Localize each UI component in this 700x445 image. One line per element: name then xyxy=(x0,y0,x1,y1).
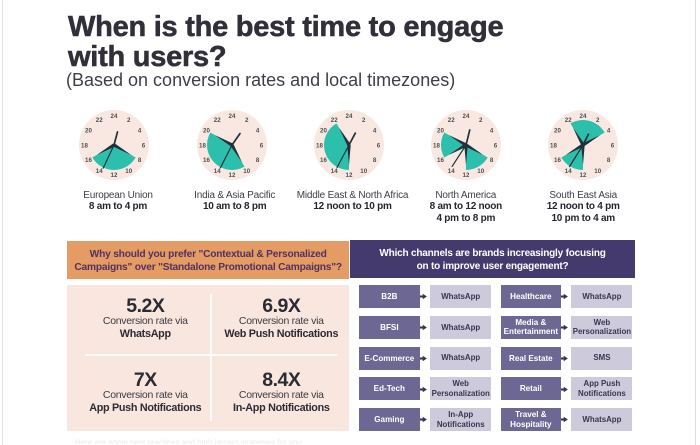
svg-text:16: 16 xyxy=(85,157,92,164)
svg-text:24: 24 xyxy=(229,113,236,120)
svg-text:24: 24 xyxy=(111,113,118,120)
svg-text:18: 18 xyxy=(199,142,206,149)
svg-text:10: 10 xyxy=(360,168,367,175)
svg-text:4: 4 xyxy=(490,128,494,135)
svg-text:6: 6 xyxy=(260,142,264,149)
svg-text:16: 16 xyxy=(437,157,444,164)
svg-text:20: 20 xyxy=(554,128,561,135)
svg-text:16: 16 xyxy=(554,157,561,164)
svg-text:12: 12 xyxy=(111,172,118,179)
svg-text:12: 12 xyxy=(463,172,470,179)
svg-text:18: 18 xyxy=(433,142,440,149)
svg-text:20: 20 xyxy=(85,128,92,135)
svg-text:14: 14 xyxy=(448,168,455,175)
svg-text:14: 14 xyxy=(565,168,572,175)
svg-text:8: 8 xyxy=(607,157,611,164)
svg-text:8: 8 xyxy=(490,157,494,164)
svg-text:10: 10 xyxy=(477,168,484,175)
svg-text:10: 10 xyxy=(125,168,132,175)
svg-text:2: 2 xyxy=(362,117,366,124)
svg-text:24: 24 xyxy=(346,113,353,120)
svg-text:20: 20 xyxy=(203,128,210,135)
svg-text:2: 2 xyxy=(596,117,600,124)
svg-text:12: 12 xyxy=(346,172,353,179)
svg-text:22: 22 xyxy=(565,117,572,124)
svg-text:22: 22 xyxy=(448,117,455,124)
svg-text:6: 6 xyxy=(611,142,615,149)
svg-text:22: 22 xyxy=(96,117,103,124)
svg-text:6: 6 xyxy=(494,142,498,149)
svg-text:8: 8 xyxy=(138,157,142,164)
svg-text:20: 20 xyxy=(437,128,444,135)
svg-text:22: 22 xyxy=(331,117,338,124)
svg-text:14: 14 xyxy=(331,168,338,175)
svg-text:10: 10 xyxy=(243,168,250,175)
svg-text:10: 10 xyxy=(594,168,601,175)
svg-text:4: 4 xyxy=(373,128,377,135)
svg-text:18: 18 xyxy=(550,142,557,149)
svg-text:16: 16 xyxy=(203,157,210,164)
svg-text:6: 6 xyxy=(377,142,381,149)
svg-text:18: 18 xyxy=(81,142,88,149)
svg-text:8: 8 xyxy=(373,157,377,164)
svg-text:18: 18 xyxy=(316,142,323,149)
svg-text:2: 2 xyxy=(245,117,249,124)
svg-text:20: 20 xyxy=(320,128,327,135)
svg-text:14: 14 xyxy=(96,168,103,175)
svg-text:16: 16 xyxy=(320,157,327,164)
svg-text:8: 8 xyxy=(256,157,260,164)
svg-text:4: 4 xyxy=(607,128,611,135)
svg-text:2: 2 xyxy=(127,117,131,124)
svg-text:4: 4 xyxy=(256,128,260,135)
svg-text:14: 14 xyxy=(214,168,221,175)
svg-text:12: 12 xyxy=(229,172,236,179)
svg-text:22: 22 xyxy=(214,117,221,124)
svg-text:6: 6 xyxy=(142,142,146,149)
svg-text:2: 2 xyxy=(479,117,483,124)
svg-text:4: 4 xyxy=(138,128,142,135)
svg-text:24: 24 xyxy=(463,113,470,120)
svg-text:24: 24 xyxy=(580,113,587,120)
svg-text:12: 12 xyxy=(580,172,587,179)
